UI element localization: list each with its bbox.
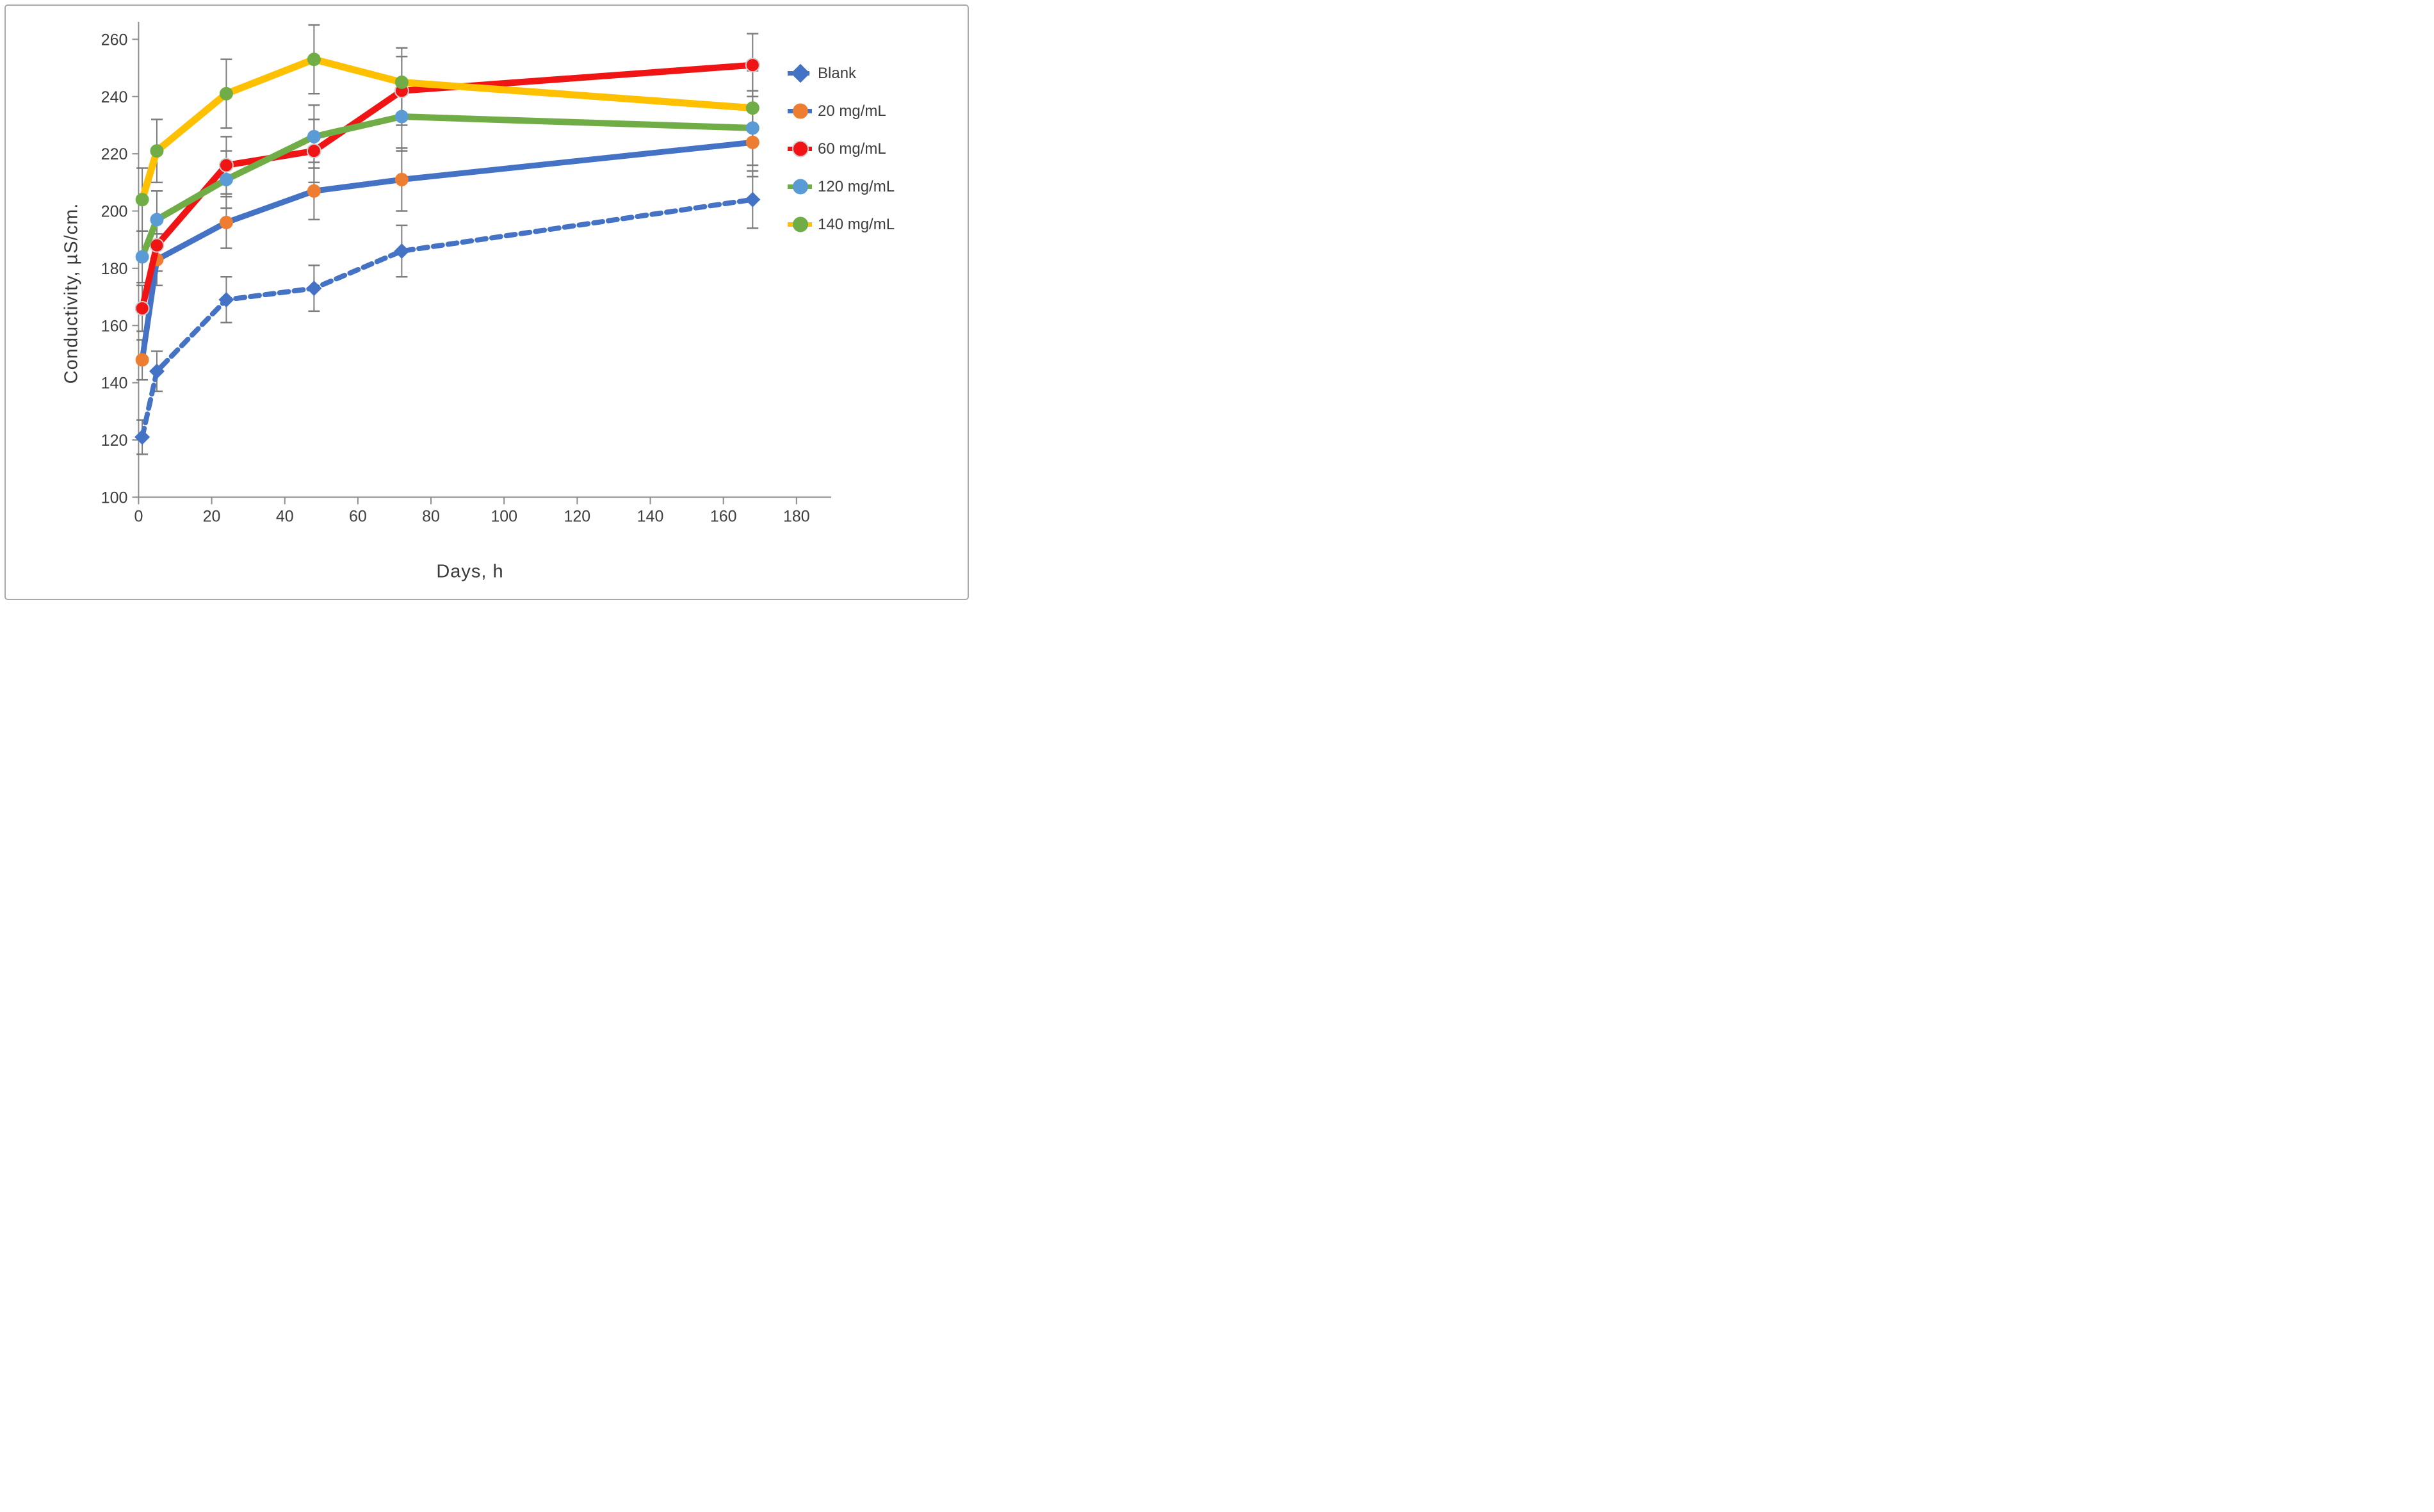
x-axis-title: Days, h xyxy=(436,561,504,582)
x-tick-label: 160 xyxy=(710,507,737,525)
x-tick-label: 80 xyxy=(422,507,440,525)
data-point-marker xyxy=(218,292,234,308)
series-blank-line xyxy=(140,197,756,440)
legend-item-140-mg-ml: 140 mg/mL xyxy=(787,215,895,234)
data-point-marker xyxy=(134,429,150,445)
series-120-mg-ml-markers xyxy=(135,110,759,264)
x-tick-label: 60 xyxy=(349,507,367,525)
y-tick-label: 160 xyxy=(101,317,128,335)
y-tick-label: 260 xyxy=(101,31,128,49)
legend-marker-60-mg-ml xyxy=(788,140,812,158)
data-point-marker xyxy=(150,213,164,227)
series-60-mg-ml-markers xyxy=(134,58,760,316)
data-point-marker xyxy=(218,158,234,173)
series-140-mg-ml-line xyxy=(138,56,756,204)
y-tick-label: 140 xyxy=(101,375,128,393)
y-tick-label: 180 xyxy=(101,260,128,278)
legend-item-120-mg-ml: 120 mg/mL xyxy=(787,177,895,196)
figure: 100 120 140 160 180 200 220 240 260 0 20 40 60 80 100 1… xyxy=(0,0,973,605)
y-tick-label: 220 xyxy=(101,145,128,163)
data-point-marker xyxy=(745,135,759,149)
x-tick-label: 20 xyxy=(203,507,221,525)
legend-marker-20-mg-ml xyxy=(788,103,812,119)
x-tick-label: 40 xyxy=(276,507,294,525)
data-point-marker xyxy=(745,191,761,207)
data-point-marker xyxy=(306,143,321,159)
tick-marks xyxy=(132,38,797,505)
series-20-mg-ml-line xyxy=(139,139,756,363)
data-point-marker xyxy=(307,53,321,67)
legend-label-60-mg-ml: 60 mg/mL xyxy=(818,140,886,158)
data-point-marker xyxy=(745,121,759,135)
data-point-marker xyxy=(394,110,409,124)
x-tick-label: 180 xyxy=(783,507,810,525)
data-point-marker xyxy=(219,86,233,101)
data-point-marker xyxy=(135,353,149,367)
data-point-marker xyxy=(394,172,409,186)
data-point-marker xyxy=(307,184,321,198)
data-point-marker xyxy=(134,300,150,316)
legend-marker-blank xyxy=(788,64,812,83)
legend-label-140-mg-ml: 140 mg/mL xyxy=(818,215,895,233)
chart-canvas: 100 120 140 160 180 200 220 240 260 0 20 40 60 80 100 1… xyxy=(101,22,831,525)
y-tick-label: 120 xyxy=(101,432,128,450)
x-tick-label: 140 xyxy=(637,507,664,525)
data-point-marker xyxy=(394,75,409,89)
data-point-marker xyxy=(394,243,410,259)
x-tick-label: 0 xyxy=(134,507,143,525)
series-blank-markers xyxy=(134,191,761,445)
y-tick-label: 100 xyxy=(101,489,128,507)
legend-label-20-mg-ml: 20 mg/mL xyxy=(818,102,886,120)
legend-item-60-mg-ml: 60 mg/mL xyxy=(787,140,895,158)
tick-labels: 100 120 140 160 180 200 220 240 260 0 20 40 60 80 100 1… xyxy=(101,31,810,525)
data-point-marker xyxy=(306,280,322,297)
data-point-marker xyxy=(219,172,233,186)
data-point-marker xyxy=(219,215,233,229)
legend-marker-140-mg-ml xyxy=(788,216,812,232)
legend-item-20-mg-ml: 20 mg/mL xyxy=(787,102,895,120)
data-point-marker xyxy=(135,250,149,264)
x-tick-label: 120 xyxy=(564,507,591,525)
data-point-marker xyxy=(307,129,321,143)
data-point-marker xyxy=(149,238,165,253)
legend-marker-120-mg-ml xyxy=(788,179,812,195)
data-point-marker xyxy=(745,101,759,115)
series-140-mg-ml-markers xyxy=(135,53,759,207)
data-point-marker xyxy=(745,58,760,73)
series-120-mg-ml-line xyxy=(139,113,756,261)
x-tick-label: 100 xyxy=(491,507,517,525)
data-point-marker xyxy=(150,144,164,158)
y-tick-label: 240 xyxy=(101,88,128,106)
legend: Blank 20 mg/mL 60 mg/mL 120 mg/mL 140 mg/mL xyxy=(787,64,895,234)
legend-label-blank: Blank xyxy=(818,64,857,82)
axes xyxy=(135,22,831,498)
legend-label-120-mg-ml: 120 mg/mL xyxy=(818,177,895,195)
series-20-mg-ml-markers xyxy=(135,135,759,367)
y-tick-label: 200 xyxy=(101,203,128,221)
y-axis-title: Conductivity, µS/cm. xyxy=(61,202,82,384)
legend-item-blank: Blank xyxy=(787,64,895,83)
data-point-marker xyxy=(135,193,149,207)
